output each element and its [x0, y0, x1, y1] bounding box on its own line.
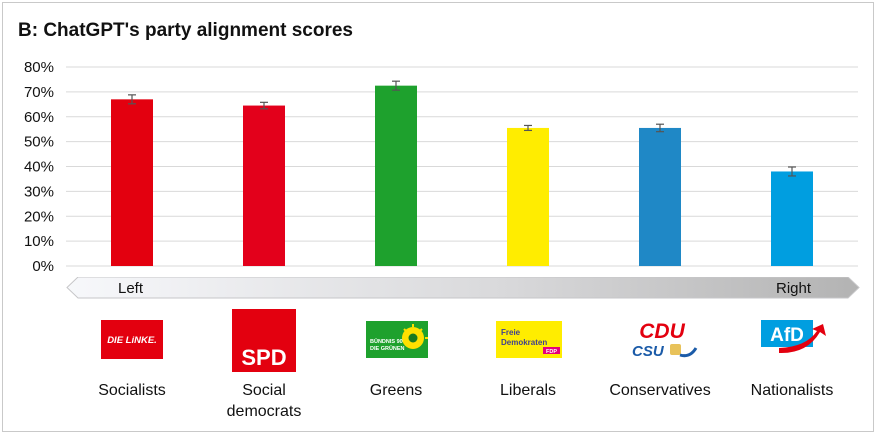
greens-logo-line1: BÜNDNIS 90 — [370, 338, 403, 345]
die-linke-logo-icon: DIE LiNKE. — [101, 320, 163, 359]
party-label-liberals: Liberals — [468, 380, 588, 401]
spd-logo-text: SPD — [241, 345, 286, 370]
y-tick-label: 50% — [24, 134, 54, 151]
y-tick-label: 0% — [32, 258, 54, 275]
y-axis-ticks: 0% 10% 20% 30% 40% 50% 60% 70% 80% — [24, 59, 54, 275]
afd-logo-icon: AfD — [761, 320, 826, 354]
axis-right-label: Right — [776, 280, 812, 297]
fdp-logo-tag: FDP — [546, 349, 557, 355]
cdu-csu-logo-icon: CDU CSU — [632, 320, 698, 360]
chart-title: B: ChatGPT's party alignment scores — [18, 20, 353, 41]
party-label-line: democrats — [226, 403, 302, 420]
bar-conservatives — [639, 127, 681, 266]
party-label-nationalists: Nationalists — [732, 380, 852, 401]
greens-logo-icon: BÜNDNIS 90 DIE GRÜNEN — [366, 321, 428, 358]
party-label-greens: Greens — [336, 380, 456, 401]
party-label-line: Nationalists — [750, 382, 834, 399]
left-right-axis-arrow — [66, 277, 860, 299]
axis-left-label: Left — [118, 280, 144, 297]
party-label-line: Liberals — [499, 382, 557, 399]
bar-greens — [375, 85, 417, 266]
y-tick-label: 70% — [24, 84, 54, 101]
gridlines — [66, 66, 858, 267]
spd-logo-icon: SPD — [232, 309, 296, 372]
y-tick-label: 80% — [24, 59, 54, 76]
y-tick-label: 60% — [24, 109, 54, 126]
error-bar — [656, 123, 664, 133]
party-label-socialists: Socialists — [72, 380, 192, 401]
greens-logo-line2: DIE GRÜNEN — [370, 345, 405, 352]
fdp-logo-line1: Freie — [501, 328, 521, 337]
csu-logo-text: CSU — [632, 343, 665, 360]
error-bars — [128, 80, 796, 177]
y-tick-label: 10% — [24, 233, 54, 250]
fdp-logo-icon: Freie Demokraten FDP — [496, 321, 562, 358]
bar-nationalists — [771, 171, 813, 266]
party-label-line: Conservatives — [609, 382, 711, 399]
bar-socialists — [111, 99, 153, 267]
fdp-logo-line2: Demokraten — [501, 338, 547, 347]
y-tick-label: 40% — [24, 159, 54, 176]
cdu-logo-text: CDU — [639, 320, 685, 343]
party-label-line: Greens — [369, 382, 423, 399]
y-tick-label: 20% — [24, 208, 54, 225]
party-label-line: Socialists — [98, 382, 166, 399]
error-bar — [128, 94, 136, 105]
bar-social-democrats — [243, 105, 285, 267]
afd-logo-text: AfD — [770, 325, 804, 346]
y-tick-label: 30% — [24, 183, 54, 200]
error-bar — [788, 166, 796, 177]
error-bar — [260, 101, 268, 110]
party-label-conservatives: Conservatives — [600, 380, 720, 401]
bar-chart: 0% 10% 20% 30% 40% 50% 60% 70% 80% — [24, 59, 858, 275]
error-bar — [524, 124, 532, 132]
error-bar — [392, 80, 400, 91]
party-label-social-democrats: Social democrats — [204, 380, 324, 422]
bar-liberals — [507, 127, 549, 266]
bars — [111, 85, 813, 267]
die-linke-logo-text: DIE LiNKE. — [107, 335, 157, 346]
party-label-line: Social — [242, 382, 286, 399]
